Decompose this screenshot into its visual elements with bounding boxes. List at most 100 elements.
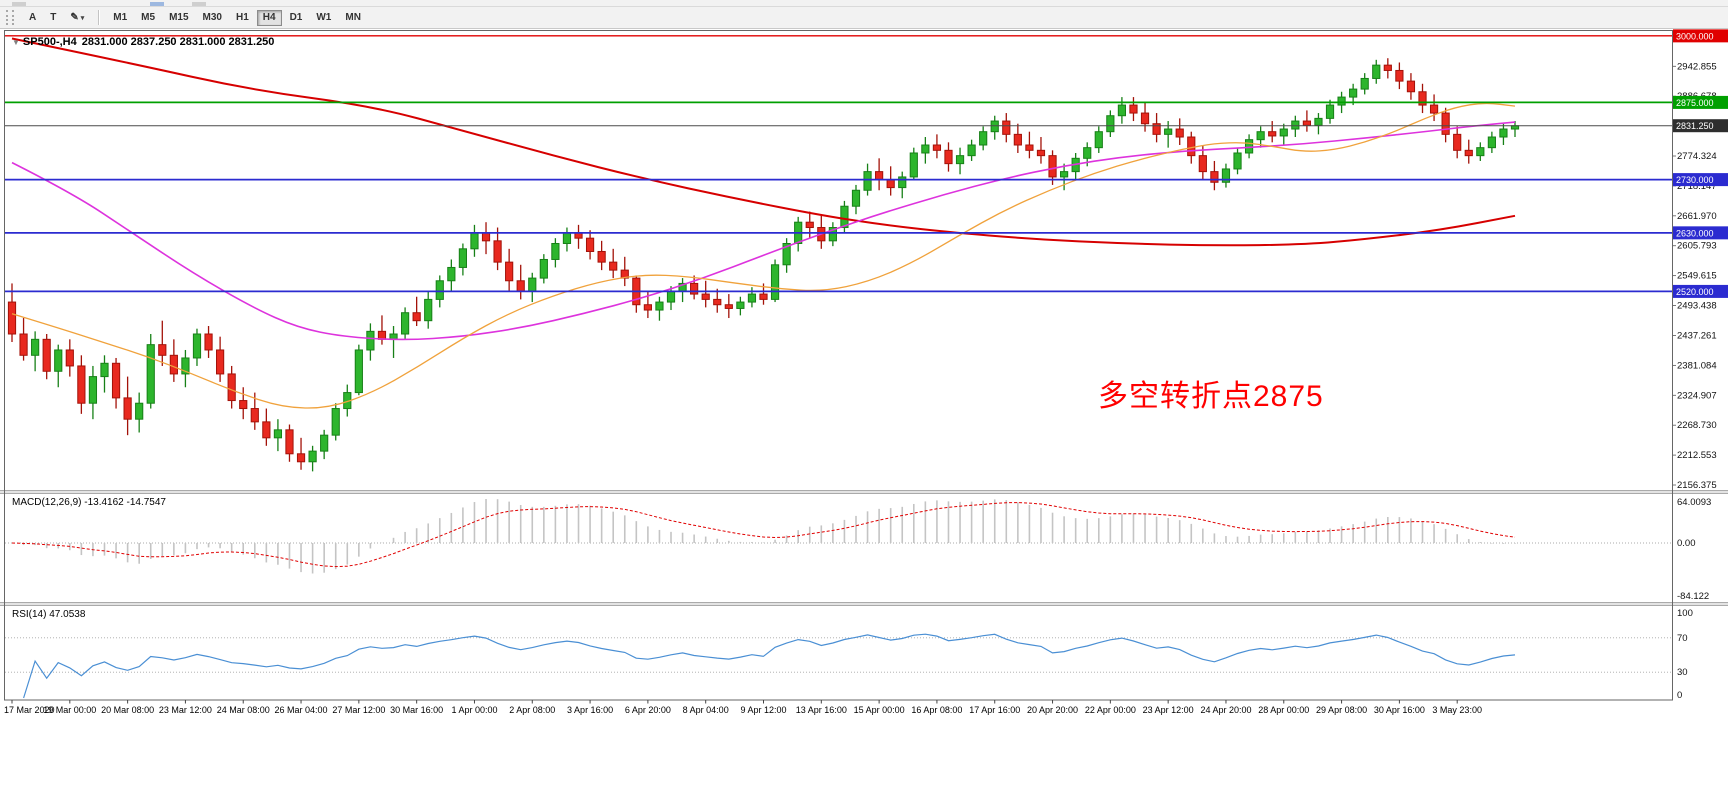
horizontal-line-objects: [5, 35, 1672, 293]
svg-text:9 Apr 12:00: 9 Apr 12:00: [740, 705, 786, 715]
badge-pivot-2875: [1673, 95, 1728, 109]
collapse-triangle-icon[interactable]: ▼: [12, 38, 20, 47]
svg-text:6 Apr 20:00: 6 Apr 20:00: [625, 705, 671, 715]
svg-text:30: 30: [1677, 667, 1688, 678]
svg-text:2630.000: 2630.000: [1676, 228, 1714, 238]
svg-text:24 Apr 20:00: 24 Apr 20:00: [1200, 705, 1251, 715]
rsi-line: [23, 633, 1516, 699]
ohlc-readout: 2831.000 2837.250 2831.000 2831.250: [81, 36, 275, 48]
svg-text:1 Apr 00:00: 1 Apr 00:00: [451, 705, 497, 715]
svg-text:2381.084: 2381.084: [1677, 360, 1717, 371]
svg-text:0.00: 0.00: [1677, 538, 1696, 549]
svg-text:2156.375: 2156.375: [1677, 480, 1717, 491]
svg-text:100: 100: [1677, 608, 1693, 619]
chart-toolbar: A T ✎ ▾ M1 M5 M15 M30 H1 H4 D1 W1 MN: [0, 7, 1728, 29]
svg-text:22 Apr 00:00: 22 Apr 00:00: [1085, 705, 1136, 715]
svg-text:16 Apr 08:00: 16 Apr 08:00: [911, 705, 962, 715]
main-price-panel: [7, 37, 1520, 472]
toolbar-drag-handle[interactable]: [6, 10, 14, 25]
arrow-text-tool-button[interactable]: A: [23, 10, 42, 26]
toolbar-separator: [98, 10, 100, 25]
chevron-down-icon: ▾: [80, 14, 85, 22]
svg-text:30 Apr 16:00: 30 Apr 16:00: [1374, 705, 1425, 715]
badge-support-2630: [1673, 226, 1728, 240]
svg-text:2875.000: 2875.000: [1676, 98, 1714, 108]
badge-resistance-3000: [1673, 29, 1728, 43]
svg-text:2520.000: 2520.000: [1676, 287, 1714, 297]
symbol-period-label: SP500-,H4: [22, 36, 77, 48]
svg-text:2 Apr 08:00: 2 Apr 08:00: [509, 705, 555, 715]
svg-text:0: 0: [1677, 690, 1682, 701]
svg-text:23 Mar 12:00: 23 Mar 12:00: [159, 705, 212, 715]
svg-text:2661.970: 2661.970: [1677, 211, 1717, 222]
svg-text:2831.250: 2831.250: [1676, 121, 1714, 131]
svg-text:19 Mar 00:00: 19 Mar 00:00: [43, 705, 96, 715]
svg-text:26 Mar 04:00: 26 Mar 04:00: [275, 705, 328, 715]
svg-text:70: 70: [1677, 633, 1688, 644]
svg-text:2718.147: 2718.147: [1677, 181, 1717, 192]
svg-text:17 Apr 16:00: 17 Apr 16:00: [969, 705, 1020, 715]
text-tool-button[interactable]: T: [44, 10, 62, 26]
price-badges: 3000.000 2875.000 2831.250 2730.000 2630.000…: [1673, 29, 1728, 298]
clipped-toolbar-row: [0, 0, 1728, 7]
svg-text:24 Mar 08:00: 24 Mar 08:00: [217, 705, 270, 715]
candlestick-series: [7, 58, 1520, 472]
svg-text:2268.730: 2268.730: [1677, 420, 1717, 431]
svg-text:3000.000: 3000.000: [1676, 31, 1714, 41]
rsi-indicator-label: RSI(14) 47.0538: [12, 609, 86, 620]
timeframe-w1-button[interactable]: W1: [310, 10, 337, 26]
badge-current-price: [1673, 119, 1728, 133]
svg-text:15 Apr 00:00: 15 Apr 00:00: [854, 705, 905, 715]
ma-slow-red: [11, 37, 1516, 247]
svg-text:23 Apr 12:00: 23 Apr 12:00: [1143, 705, 1194, 715]
timeframe-d1-button[interactable]: D1: [284, 10, 309, 26]
badge-support-2520: [1673, 284, 1728, 298]
svg-text:20 Apr 20:00: 20 Apr 20:00: [1027, 705, 1078, 715]
chart-frame: [4, 30, 1673, 701]
clipped-icon: [192, 2, 206, 6]
shapes-dropdown-button[interactable]: ✎ ▾: [64, 10, 90, 26]
annotation-text[interactable]: 多空转折点2875: [1098, 380, 1324, 413]
badge-support-2730: [1673, 173, 1728, 187]
timeframe-h4-button[interactable]: H4: [256, 9, 282, 26]
pencil-icon: ✎: [70, 11, 79, 23]
svg-text:2730.000: 2730.000: [1676, 175, 1714, 185]
svg-text:13 Apr 16:00: 13 Apr 16:00: [796, 705, 847, 715]
svg-text:2774.324: 2774.324: [1677, 151, 1717, 162]
rsi-panel: 100 70 30 0: [5, 608, 1693, 701]
svg-text:2605.793: 2605.793: [1677, 241, 1717, 252]
svg-text:20 Mar 08:00: 20 Mar 08:00: [101, 705, 154, 715]
svg-text:2212.553: 2212.553: [1677, 450, 1717, 461]
macd-signal-line: [11, 502, 1516, 568]
svg-text:64.0093: 64.0093: [1677, 497, 1711, 508]
timeframe-h1-button[interactable]: H1: [230, 10, 255, 26]
timeframe-m5-button[interactable]: M5: [135, 10, 161, 26]
clipped-icon: [12, 2, 26, 6]
svg-text:3 Apr 16:00: 3 Apr 16:00: [567, 705, 613, 715]
chart-title: ▼ SP500-,H4 2831.000 2837.250 2831.000 283…: [12, 36, 274, 48]
svg-text:2549.615: 2549.615: [1677, 271, 1717, 282]
svg-text:2493.438: 2493.438: [1677, 301, 1717, 312]
svg-text:2324.907: 2324.907: [1677, 390, 1717, 401]
clipped-icon: [150, 2, 164, 6]
ma-fast-orange: [11, 102, 1516, 409]
timeframe-m15-button[interactable]: M15: [163, 10, 194, 26]
timeframe-m30-button[interactable]: M30: [197, 10, 228, 26]
svg-text:-84.122: -84.122: [1677, 591, 1709, 602]
ma-mid-magenta: [11, 121, 1516, 341]
macd-indicator-label: MACD(12,26,9) -13.4162 -14.7547: [12, 497, 166, 508]
svg-text:29 Apr 08:00: 29 Apr 08:00: [1316, 705, 1367, 715]
svg-text:17 Mar 2020: 17 Mar 2020: [4, 705, 55, 715]
svg-text:3 May 23:00: 3 May 23:00: [1432, 705, 1482, 715]
svg-text:27 Mar 12:00: 27 Mar 12:00: [332, 705, 385, 715]
timeframe-mn-button[interactable]: MN: [339, 10, 367, 26]
svg-text:2437.261: 2437.261: [1677, 330, 1717, 341]
svg-text:8 Apr 04:00: 8 Apr 04:00: [683, 705, 729, 715]
svg-text:30 Mar 16:00: 30 Mar 16:00: [390, 705, 443, 715]
svg-text:28 Apr 00:00: 28 Apr 00:00: [1258, 705, 1309, 715]
svg-text:2942.855: 2942.855: [1677, 61, 1717, 72]
macd-panel: 64.0093 0.00 -84.122: [5, 497, 1711, 602]
timeframe-m1-button[interactable]: M1: [107, 10, 133, 26]
